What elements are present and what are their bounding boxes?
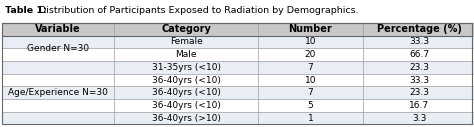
Bar — [258, 86, 363, 99]
Text: Category: Category — [161, 24, 211, 34]
Text: Number: Number — [289, 24, 332, 34]
Bar — [114, 48, 258, 61]
Text: 36-40yrs (<10): 36-40yrs (<10) — [152, 76, 220, 84]
Text: 36-40yrs (>10): 36-40yrs (>10) — [152, 114, 220, 123]
Bar — [258, 74, 363, 86]
Text: 16.7: 16.7 — [410, 101, 429, 110]
Bar — [258, 99, 363, 112]
Text: 23.3: 23.3 — [410, 88, 429, 97]
Bar — [363, 61, 474, 74]
Bar — [258, 23, 363, 36]
Bar — [2, 23, 114, 36]
Bar — [258, 61, 363, 74]
Bar — [363, 23, 474, 36]
Bar — [114, 112, 258, 124]
Bar — [114, 61, 258, 74]
Text: 1: 1 — [308, 114, 313, 123]
Bar — [114, 36, 258, 48]
Text: 31-35yrs (<10): 31-35yrs (<10) — [152, 63, 220, 72]
Text: Female: Female — [170, 37, 202, 46]
Text: Gender N=30: Gender N=30 — [27, 44, 89, 53]
Text: 20: 20 — [305, 50, 316, 59]
Text: Distribution of Participants Exposed to Radiation by Demographics.: Distribution of Participants Exposed to … — [36, 6, 358, 15]
Text: Percentage (%): Percentage (%) — [377, 24, 462, 34]
Bar — [258, 36, 363, 48]
Bar — [114, 99, 258, 112]
Bar — [2, 23, 472, 124]
Text: Male: Male — [175, 50, 197, 59]
Bar — [2, 112, 114, 124]
Bar — [2, 61, 114, 74]
Text: Age/Experience N=30: Age/Experience N=30 — [8, 88, 108, 97]
Bar — [363, 112, 474, 124]
Bar — [363, 74, 474, 86]
Bar — [114, 23, 258, 36]
Text: 33.3: 33.3 — [410, 37, 429, 46]
Bar — [258, 112, 363, 124]
Bar — [363, 48, 474, 61]
Text: 23.3: 23.3 — [410, 63, 429, 72]
Text: 7: 7 — [308, 63, 313, 72]
Text: 10: 10 — [305, 37, 316, 46]
Bar — [363, 99, 474, 112]
Text: 5: 5 — [308, 101, 313, 110]
Text: Table 1:: Table 1: — [5, 6, 46, 15]
Bar — [2, 36, 114, 48]
Text: 36-40yrs (<10): 36-40yrs (<10) — [152, 88, 220, 97]
Bar — [258, 48, 363, 61]
Text: Variable: Variable — [35, 24, 81, 34]
Bar — [363, 36, 474, 48]
Text: 7: 7 — [308, 88, 313, 97]
Text: 10: 10 — [305, 76, 316, 84]
Text: 36-40yrs (<10): 36-40yrs (<10) — [152, 101, 220, 110]
Bar — [2, 48, 114, 61]
Bar — [2, 99, 114, 112]
Bar — [363, 86, 474, 99]
Text: 66.7: 66.7 — [410, 50, 429, 59]
Text: 3.3: 3.3 — [412, 114, 427, 123]
Bar — [2, 74, 114, 86]
Bar — [2, 86, 114, 99]
Bar — [114, 86, 258, 99]
Bar — [114, 74, 258, 86]
Text: 33.3: 33.3 — [410, 76, 429, 84]
